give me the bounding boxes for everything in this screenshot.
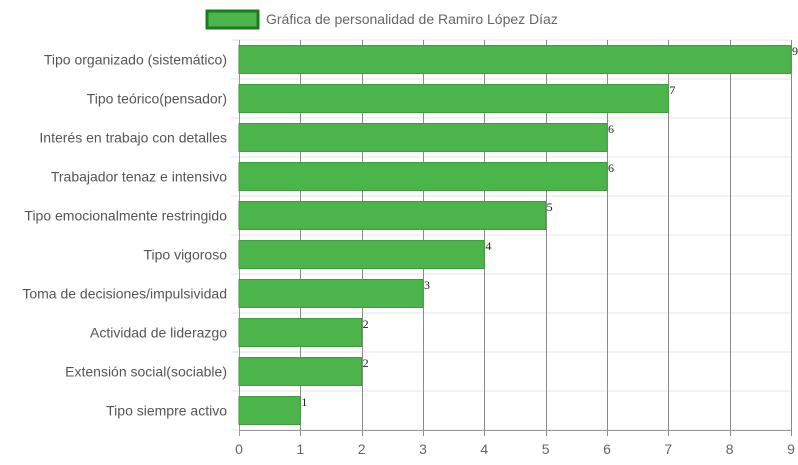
x-tick-label: 6 — [603, 441, 611, 457]
x-tick-label: 9 — [787, 441, 795, 457]
category-label: Tipo siempre activo — [106, 403, 227, 419]
x-tick-label: 7 — [664, 441, 672, 457]
bar[interactable] — [238, 396, 301, 425]
data-labels: 9 7 6 6 5 4 3 2 2 1 — [301, 44, 798, 409]
bar[interactable] — [238, 201, 547, 230]
legend-label[interactable]: Gráfica de personalidad de Ramiro López … — [266, 11, 558, 27]
data-label: 1 — [301, 395, 307, 409]
x-axis-tick-labels: 0 1 2 3 4 5 6 7 8 9 — [235, 441, 795, 457]
data-label: 2 — [363, 317, 369, 331]
category-labels: Tipo organizado (sistemático) Tipo teóric… — [22, 52, 227, 419]
legend[interactable]: Gráfica de personalidad de Ramiro López … — [205, 9, 558, 30]
data-label: 2 — [363, 356, 369, 370]
bar[interactable] — [238, 84, 669, 113]
data-label: 7 — [669, 83, 675, 97]
x-tick-label: 2 — [358, 441, 366, 457]
bar[interactable] — [238, 123, 608, 152]
x-tick-label: 0 — [235, 441, 243, 457]
x-tick-label: 4 — [480, 441, 488, 457]
bar[interactable] — [238, 279, 424, 308]
data-label: 6 — [608, 122, 614, 136]
category-label: Tipo teórico(pensador) — [87, 91, 227, 107]
bars — [238, 45, 792, 425]
category-label: Tipo emocionalmente restringido — [24, 208, 227, 224]
bar[interactable] — [238, 318, 363, 347]
bar[interactable] — [238, 240, 485, 269]
data-label: 9 — [792, 44, 798, 58]
category-label: Trabajador tenaz e intensivo — [51, 169, 227, 185]
category-label: Tipo organizado (sistemático) — [44, 52, 227, 68]
x-tick-label: 5 — [542, 441, 550, 457]
legend-swatch[interactable] — [205, 9, 260, 30]
category-label: Extensión social(sociable) — [65, 364, 227, 380]
category-label: Tipo vigoroso — [143, 247, 227, 263]
data-label: 5 — [547, 200, 553, 214]
category-label: Toma de decisiones/impulsividad — [22, 286, 227, 302]
bar[interactable] — [238, 357, 363, 386]
category-label: Interés en trabajo con detalles — [39, 130, 227, 146]
x-tick-label: 3 — [419, 441, 427, 457]
data-label: 3 — [424, 278, 430, 292]
x-tick-label: 1 — [296, 441, 304, 457]
bar[interactable] — [238, 45, 792, 74]
bar[interactable] — [238, 162, 608, 191]
category-label: Actividad de liderazgo — [90, 325, 227, 341]
x-tick-label: 8 — [726, 441, 734, 457]
data-label: 6 — [608, 161, 614, 175]
data-label: 4 — [485, 239, 491, 253]
